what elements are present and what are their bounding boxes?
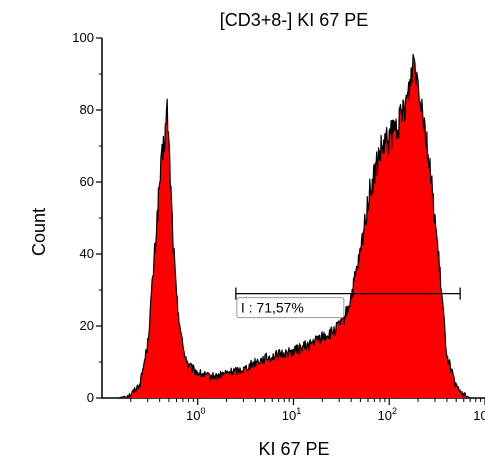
y-tick-label: 20 <box>80 318 94 333</box>
x-tick-label: 101 <box>282 406 301 423</box>
histogram-fill <box>118 54 471 398</box>
y-tick-label: 60 <box>80 174 94 189</box>
chart-title: [CD3+8-] KI 67 PE <box>220 10 369 30</box>
marker-range-label-box <box>236 297 345 319</box>
marker-range-label: I : 71,57% <box>241 300 304 316</box>
histogram-outline <box>118 53 471 399</box>
y-tick-label: 100 <box>72 30 94 45</box>
x-tick-label: 102 <box>378 406 397 423</box>
y-tick-label: 40 <box>80 246 94 261</box>
y-tick-label: 0 <box>87 390 94 405</box>
x-tick-label: 100 <box>186 406 205 423</box>
y-tick-label: 80 <box>80 102 94 117</box>
x-tick-label: 103 <box>473 406 485 423</box>
x-axis-label: KI 67 PE <box>258 439 329 459</box>
y-axis-label: Count <box>29 208 49 256</box>
marker-range-label-group: I : 71,57% <box>236 297 345 319</box>
